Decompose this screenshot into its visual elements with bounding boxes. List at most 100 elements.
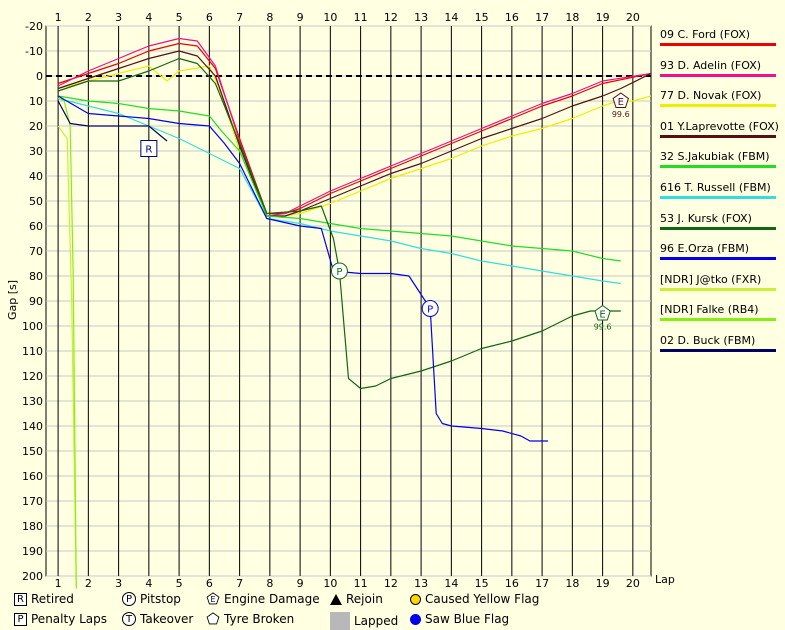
x-tick-label-top: 2 [85,11,92,24]
tick-layer: -20-100102030405060708090100110120130140… [22,11,640,590]
y-tick-label: 0 [36,70,43,83]
y-tick-label: 60 [29,220,43,233]
legend-swatch [660,134,776,138]
y-tick-label: 190 [22,545,43,558]
y-tick-label: 130 [22,395,43,408]
y-tick-label: 30 [29,145,43,158]
x-axis-label: Lap [655,573,675,586]
x-tick-label-bottom: 12 [384,577,398,590]
series-line-3 [57,50,652,217]
annotation-text: P [427,305,433,316]
key-label: Caused Yellow Flag [425,592,540,606]
legend-swatch [660,348,776,352]
legend-label: 616 T. Russell (FBM) [660,180,771,194]
grey-box-icon [330,612,350,630]
y-tick-label: 10 [29,95,43,108]
annotation-pentagon-3: E 99.6 [612,92,630,119]
legend-swatch [660,43,776,46]
legend-item: 32 S.Jakubiak (FBM) [655,146,779,177]
x-tick-label-top: 9 [297,11,304,24]
x-tick-label-bottom: 13 [414,577,428,590]
legend-label: 77 D. Novak (FOX) [660,89,762,103]
series-line-2 [57,65,652,217]
y-tick-label: 40 [29,170,43,183]
key-item: Lapped [330,612,398,630]
x-tick-label-top: 10 [323,11,337,24]
x-tick-label-top: 1 [55,11,62,24]
legend-swatch [660,195,776,199]
annotation-pentagon-4: E 99.6 [594,304,612,332]
x-tick-label-top: 20 [626,11,640,24]
key-item: Saw Blue Flag [410,612,509,626]
annotation-label: 99.6 [612,110,630,119]
triangle-icon [330,593,342,605]
y-tick-label: 120 [22,370,43,383]
key-item: Tyre Broken [206,612,294,626]
legend-swatch [660,287,776,291]
x-tick-label-bottom: 2 [85,577,92,590]
x-tick-label-top: 18 [565,11,579,24]
grid-layer [45,25,652,577]
gap-chart: R P P E 99.6 E 99.6 -20 -10 0 10 20 30 40 50 60 70 80 90 1… [6,11,675,590]
series-line-4 [58,95,621,262]
x-tick-label-top: 15 [475,11,489,24]
y-tick-label: -20 [25,20,43,33]
y-tick-label: -10 [25,45,43,58]
legend-swatch [660,257,776,261]
x-tick-label-bottom: 10 [323,577,337,590]
annotation-circle-2: P [421,300,439,317]
y-tick-label: 150 [22,445,43,458]
x-tick-label-top: 12 [384,11,398,24]
legend-swatch [660,318,776,322]
x-tick-label-top: 6 [206,11,213,24]
x-tick-label-bottom: 5 [176,577,183,590]
series-line-10 [57,100,168,142]
annotation-circle-1: P [330,262,348,280]
y-tick-label: 140 [22,420,43,433]
y-tick-label: 90 [29,295,43,308]
x-tick-label-bottom: 20 [626,577,640,590]
x-tick-label-bottom: 17 [535,577,549,590]
key-label: Takeover [140,612,194,626]
annotation-text: E [618,97,624,108]
x-tick-label-bottom: 16 [505,577,519,590]
y-tick-label: 20 [29,120,43,133]
annotation-text: R [145,145,152,156]
legend-item: 53 J. Kursk (FOX) [655,208,779,239]
annotation-text: P [336,267,342,278]
x-tick-label-top: 7 [236,11,243,24]
key-item: P Penalty Laps [14,612,107,626]
y-tick-label: 70 [29,245,43,258]
legend-item: 02 D. Buck (FBM) [655,330,779,361]
legend-label: 96 E.Orza (FBM) [660,242,750,256]
legend-label: 93 D. Adelin (FOX) [660,58,762,72]
x-tick-label-top: 8 [266,11,273,24]
y-axis-label: Gap [s] [6,280,19,320]
legend-label: 01 Y.Laprevotte (FOX) [660,119,779,133]
x-tick-label-bottom: 3 [115,577,122,590]
y-tick-label: 200 [22,570,43,583]
legend-swatch [660,73,776,77]
series-line-9 [57,97,77,589]
legend-item: 77 D. Novak (FOX) [655,85,779,116]
legend-item: [NDR] J@tko (FXR) [655,269,779,300]
x-tick-label-top: 5 [176,11,183,24]
x-tick-label-top: 16 [505,11,519,24]
legend-swatch [660,165,776,169]
series-line-7 [57,95,549,442]
legend-item: 93 D. Adelin (FOX) [655,55,779,86]
key-label: Lapped [354,614,399,628]
legend-label: 02 D. Buck (FBM) [660,333,756,347]
legend-label: [NDR] Falke (RB4) [660,303,759,317]
key-label: Rejoin [346,592,383,606]
x-tick-label-bottom: 11 [354,577,368,590]
key-item: Caused Yellow Flag [410,592,539,606]
key-item: T Takeover [122,612,193,626]
annotation-square-0: R [140,140,158,157]
x-tick-label-bottom: 6 [206,577,213,590]
x-tick-label-top: 11 [354,11,368,24]
x-tick-label-top: 14 [444,11,458,24]
x-tick-label-bottom: 9 [297,577,304,590]
legend-label: [NDR] J@tko (FXR) [660,272,762,286]
key-label: Penalty Laps [31,612,108,626]
